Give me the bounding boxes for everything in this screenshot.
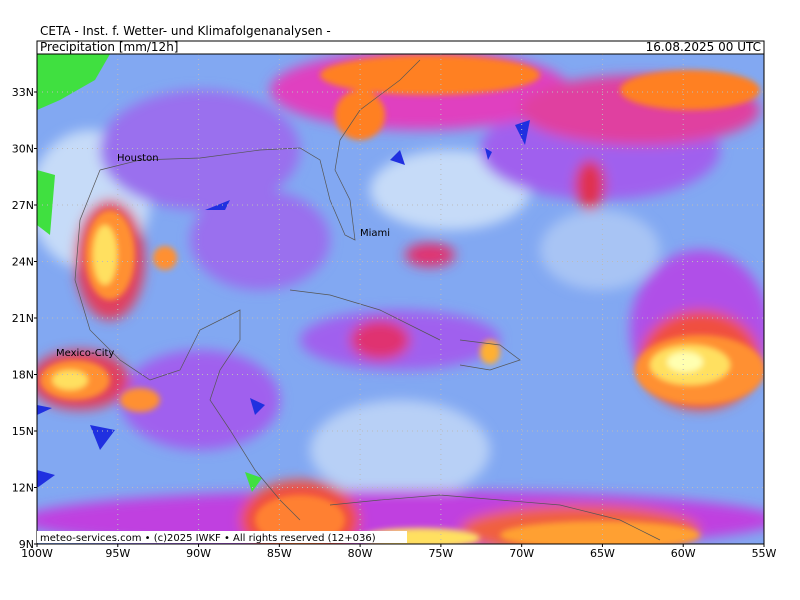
valid-time: 16.08.2025 00 UTC [646,40,761,54]
lat-label: 21N [12,312,34,325]
lon-label: 80W [348,547,373,560]
place-label: Houston [117,153,159,164]
lat-label: 15N [12,425,34,438]
lon-label: 60W [671,547,696,560]
lon-label: 100W [21,547,53,560]
lon-label: 65W [590,547,615,560]
lon-label: 95W [105,547,130,560]
lon-label: 90W [186,547,211,560]
footer-box [37,531,407,543]
lat-label: 18N [12,369,34,382]
lon-label: 70W [509,547,534,560]
graticule [37,54,764,544]
lat-label: 24N [12,256,34,269]
lat-label: 30N [12,143,34,156]
lon-label: 75W [428,547,453,560]
header-title: CETA - Inst. f. Wetter- und Klimafolgena… [40,24,331,38]
copyright: meteo-services.com • (c)2025 IWKF • All … [40,533,376,544]
place-label: Miami [360,228,390,239]
lon-label: 55W [752,547,777,560]
lat-label: 33N [12,86,34,99]
lat-label: 9N [19,538,34,551]
place-label: Mexico-City [56,348,114,359]
map-frame [36,53,765,545]
product-label: Precipitation [mm/12h] [40,40,178,54]
precip-field [37,54,764,544]
coastlines [74,59,661,541]
lat-label: 27N [12,199,34,212]
lat-label: 12N [12,482,34,495]
lon-label: 85W [267,547,292,560]
